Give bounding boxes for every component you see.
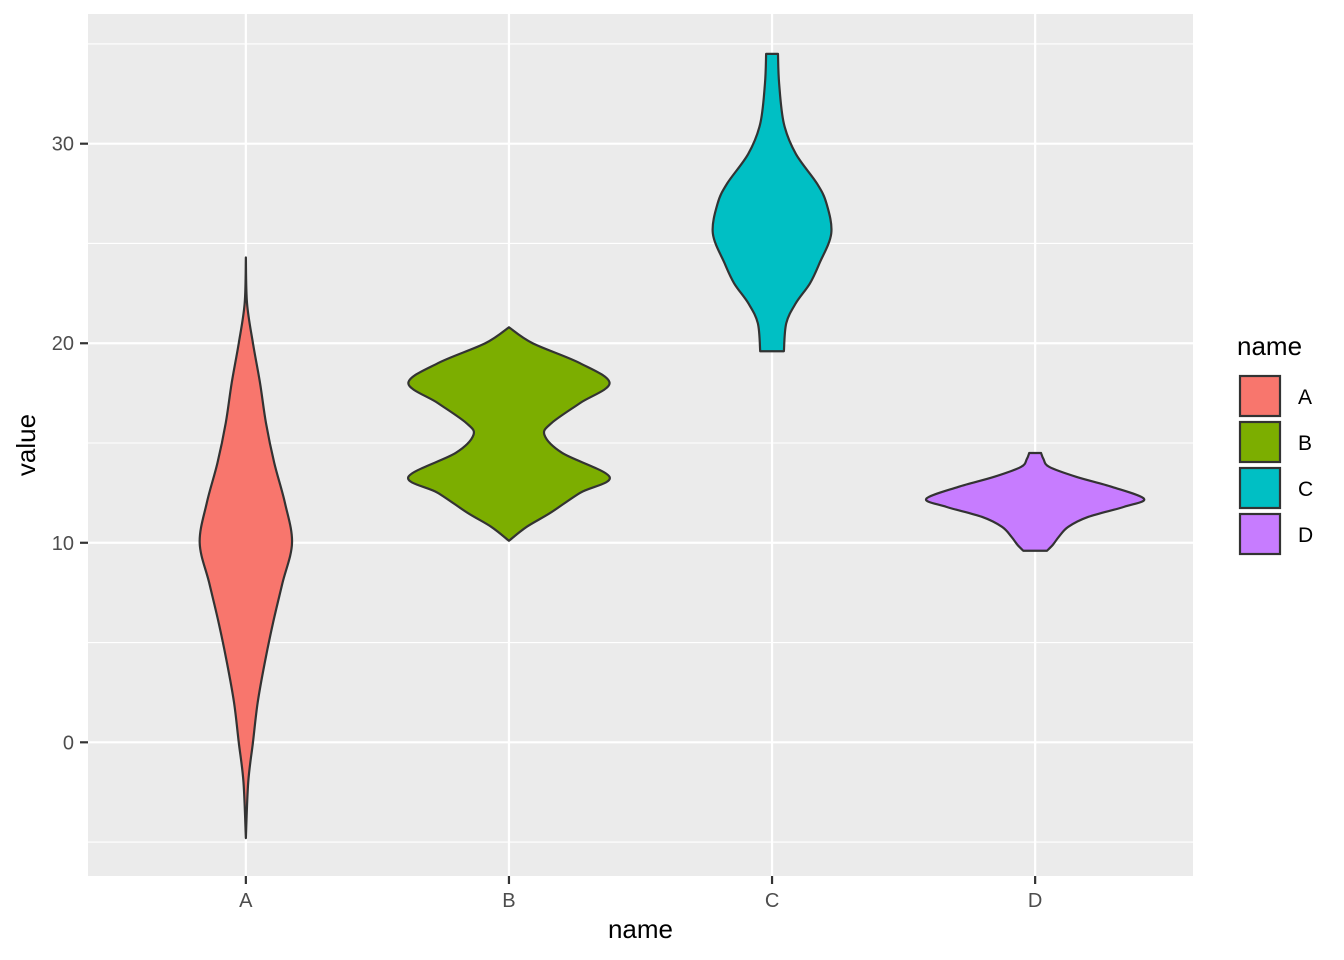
violin-b [407, 326, 611, 542]
y-axis-title: value [11, 414, 41, 476]
legend-label: A [1298, 386, 1312, 409]
y-tick-label: 30 [52, 134, 74, 156]
legend-swatch-a [1238, 374, 1282, 418]
y-tick-label: 10 [52, 533, 74, 555]
y-tick-label: 20 [52, 333, 74, 355]
x-axis: A B C D [239, 876, 1042, 912]
violins [198, 52, 1146, 840]
x-axis-title: name [608, 914, 673, 944]
plot-panel [88, 14, 1193, 876]
legend-label: D [1298, 524, 1313, 547]
x-tick-label: B [502, 890, 515, 912]
x-tick-label: A [239, 890, 253, 912]
legend-label: B [1298, 432, 1312, 455]
y-axis: 0 10 20 30 [52, 134, 88, 754]
legend-swatch-b [1238, 420, 1282, 464]
x-tick-label: D [1028, 890, 1042, 912]
minor-grid [88, 43, 1193, 843]
legend-swatch-c [1238, 466, 1282, 510]
violin-a [198, 256, 294, 840]
legend-title: name [1237, 331, 1302, 361]
y-tick-label: 0 [63, 732, 74, 754]
x-tick-label: C [765, 890, 779, 912]
legend-swatch-d [1238, 512, 1282, 556]
violin-d [925, 451, 1146, 552]
violin-c [711, 52, 833, 353]
legend-label: C [1298, 478, 1313, 501]
